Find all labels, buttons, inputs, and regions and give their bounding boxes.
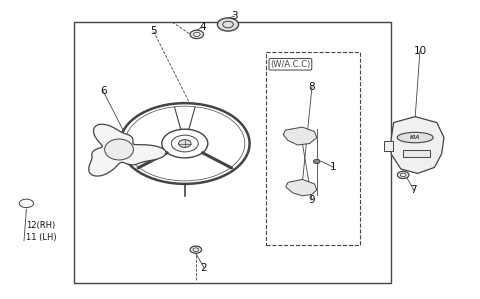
Bar — [384, 141, 393, 151]
Text: 1: 1 — [330, 162, 337, 173]
Polygon shape — [283, 127, 317, 145]
Circle shape — [190, 30, 204, 39]
Text: 2: 2 — [201, 263, 207, 273]
Circle shape — [217, 18, 239, 31]
Text: 9: 9 — [309, 195, 315, 205]
Circle shape — [108, 143, 130, 156]
Circle shape — [179, 140, 191, 147]
Text: 3: 3 — [231, 11, 238, 22]
Text: 12(RH)
11 (LH): 12(RH) 11 (LH) — [26, 221, 57, 242]
Circle shape — [190, 246, 202, 253]
Bar — [403, 150, 430, 157]
Text: 7: 7 — [410, 185, 417, 195]
Circle shape — [114, 147, 124, 152]
Polygon shape — [391, 117, 444, 173]
Polygon shape — [89, 124, 166, 176]
Text: (W/A.C.C): (W/A.C.C) — [270, 60, 311, 69]
Text: 10: 10 — [413, 46, 427, 56]
Circle shape — [397, 171, 409, 179]
Text: 8: 8 — [309, 82, 315, 92]
Ellipse shape — [105, 139, 133, 160]
Circle shape — [313, 159, 320, 164]
Text: 4: 4 — [199, 22, 206, 32]
Polygon shape — [286, 179, 317, 196]
Text: KIA: KIA — [410, 135, 420, 140]
Bar — [74, 22, 391, 283]
Ellipse shape — [397, 132, 433, 143]
Text: 6: 6 — [100, 86, 107, 96]
Text: 5: 5 — [150, 26, 157, 36]
Bar — [266, 52, 360, 245]
